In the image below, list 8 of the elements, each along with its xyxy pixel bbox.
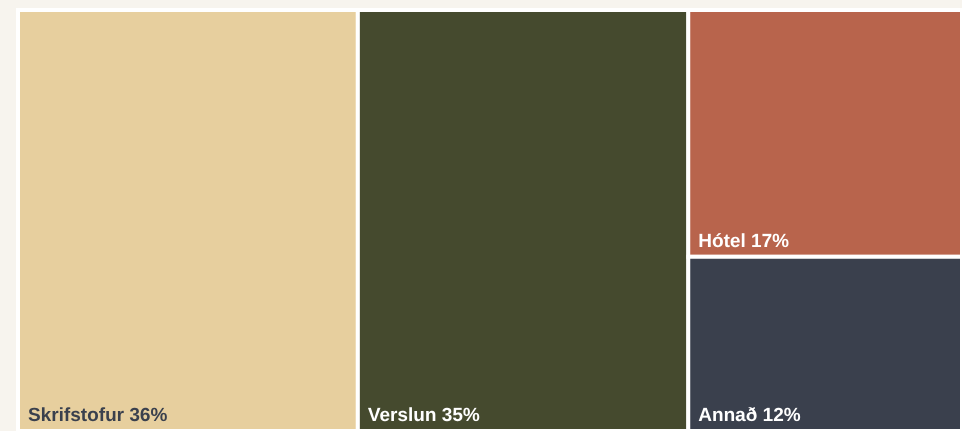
data-label: 36% bbox=[129, 405, 168, 426]
category-label: Skrifstofur bbox=[28, 405, 125, 426]
data-label: 17% bbox=[751, 230, 790, 252]
category-label: Verslun bbox=[368, 405, 436, 426]
data-label: 35% bbox=[442, 405, 480, 426]
category-label: Annað bbox=[698, 405, 758, 426]
data-label: 12% bbox=[762, 405, 801, 426]
category-label: Hótel bbox=[698, 230, 746, 252]
